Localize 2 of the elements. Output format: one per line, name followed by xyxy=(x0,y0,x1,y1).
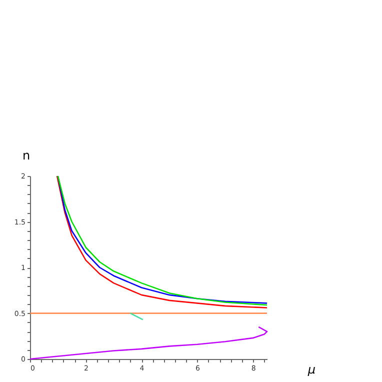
x-axis-title: μ xyxy=(306,362,316,376)
y-axis-title: n xyxy=(22,148,30,162)
